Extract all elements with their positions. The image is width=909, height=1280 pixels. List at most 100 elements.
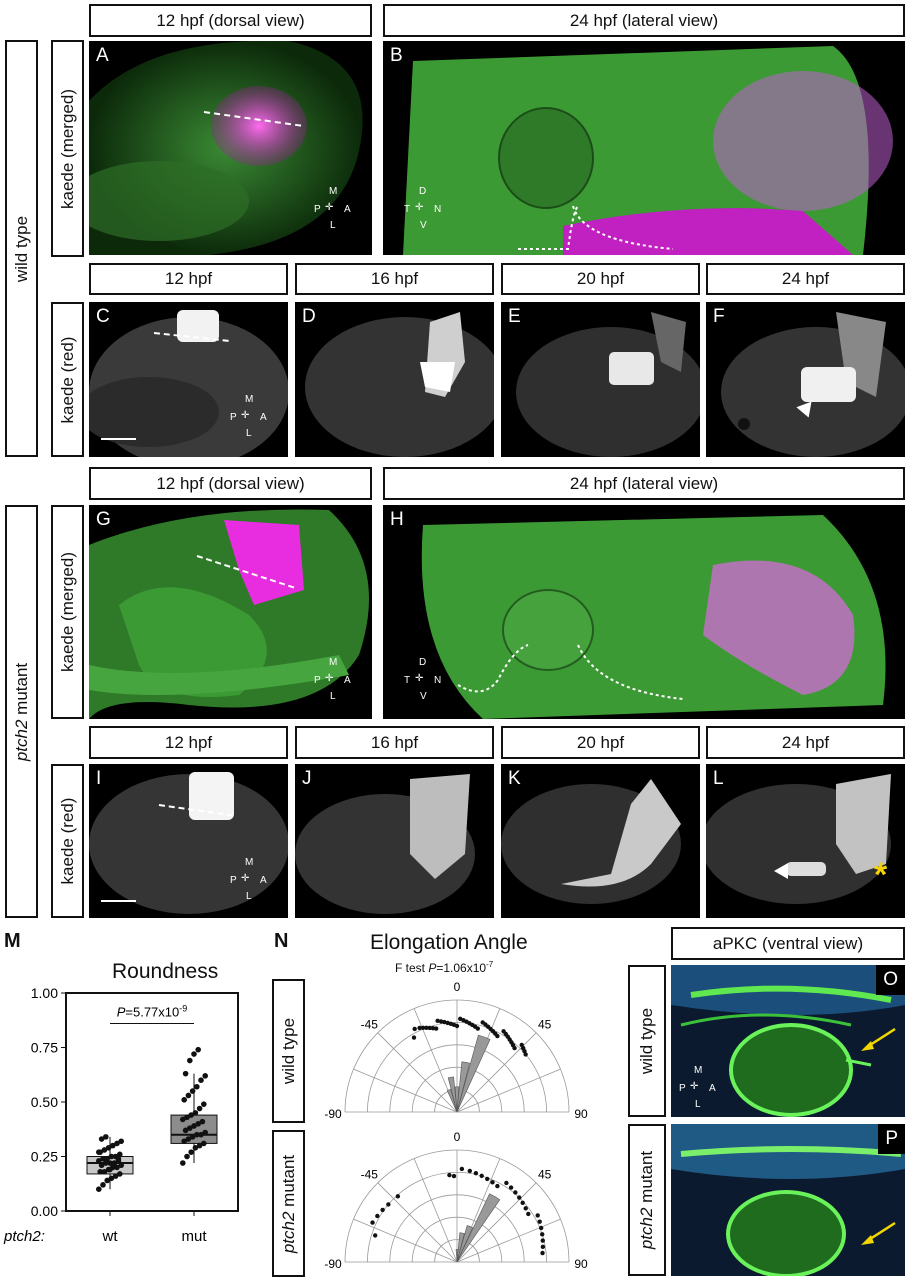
data-point (108, 1153, 115, 1160)
panel-i-image: I M P ✛ A L (89, 764, 288, 918)
data-point (97, 1168, 103, 1175)
angle-point (447, 1172, 452, 1178)
header-24hpf-lateral-wt: 24 hpf (lateral view) (383, 4, 905, 37)
header-20hpf-mut: 20 hpf (501, 726, 700, 759)
panel-letter: A (89, 41, 116, 71)
compass-dorsal: M P ✛ A L (314, 186, 351, 231)
genotype-label: ptch2: (3, 1228, 45, 1245)
data-point (180, 1116, 186, 1123)
ftest-label: F test P=1.06x10-7 (395, 960, 494, 975)
data-point (194, 1083, 200, 1090)
header-24hpf-lateral-mut: 24 hpf (lateral view) (383, 467, 905, 500)
data-point (101, 1147, 108, 1153)
panel-d-image: D (295, 302, 494, 457)
data-point (180, 1160, 186, 1166)
data-point (191, 1051, 197, 1057)
polar-tick-label: 0 (454, 1130, 461, 1144)
histogram-wedge (454, 1086, 460, 1113)
data-point (202, 1073, 208, 1079)
panel-h-image: H D T ✛ N V (383, 505, 905, 719)
data-point (184, 1153, 190, 1160)
angle-point (386, 1202, 391, 1207)
panel-k-image: K (501, 764, 700, 918)
y-tick-label: 1.00 (31, 985, 58, 1001)
arrowhead (774, 863, 788, 879)
header-24hpf-mut: 24 hpf (706, 726, 905, 759)
angle-point (495, 1183, 500, 1189)
data-point (112, 1173, 119, 1179)
data-point (103, 1160, 109, 1166)
angle-point (523, 1206, 528, 1211)
angle-point (427, 1025, 432, 1031)
angle-point (370, 1220, 375, 1225)
header-12hpf-wt: 12 hpf (89, 263, 288, 295)
asterisk-mark: * (874, 856, 888, 894)
x-tick-label: mut (181, 1228, 207, 1245)
angle-point (459, 1166, 465, 1172)
data-point (107, 1166, 113, 1173)
angle-point (454, 1023, 460, 1029)
angle-point (424, 1025, 429, 1031)
data-point (181, 1138, 187, 1145)
polar-tick-label: -45 (361, 1017, 379, 1031)
gene-suffix: mutant (11, 662, 31, 720)
data-point (104, 1177, 110, 1184)
header-24hpf-wt: 24 hpf (706, 263, 905, 295)
panel-j-image: J (295, 764, 494, 918)
data-point (201, 1101, 207, 1107)
panel-letter-m: M (4, 930, 21, 952)
x-tick-label: wt (102, 1228, 119, 1245)
angle-point (485, 1176, 490, 1182)
data-point (196, 1105, 203, 1112)
data-point (117, 1171, 123, 1177)
angle-point (523, 1052, 528, 1057)
angle-point (473, 1170, 479, 1176)
angle-point (520, 1200, 525, 1206)
polar-chart-mut: -90 -45 0 45 90 (324, 1130, 588, 1271)
histogram-wedge (456, 1225, 474, 1263)
data-point (98, 1162, 105, 1169)
data-point (115, 1155, 122, 1162)
data-point (192, 1144, 199, 1151)
panel-p-image: P (671, 1124, 905, 1276)
angle-point (504, 1180, 509, 1186)
row-label-mutant: ptch2 mutant (5, 505, 38, 918)
y-tick-label: 0.25 (31, 1149, 58, 1165)
data-point (104, 1155, 110, 1162)
panel-o-image: O M P ✛ A L (671, 965, 905, 1117)
panel-letter-n: N (274, 930, 289, 952)
angle-point (512, 1045, 517, 1051)
angle-point (535, 1213, 540, 1218)
angle-point (430, 1025, 436, 1031)
data-point (185, 1136, 192, 1142)
y-tick-label: 0.00 (31, 1203, 58, 1219)
data-point (194, 1131, 200, 1138)
data-point (198, 1131, 204, 1138)
angle-point (412, 1026, 417, 1032)
polar-tick-label: -45 (361, 1167, 379, 1181)
data-point (108, 1175, 115, 1182)
polar-spoke (456, 1218, 561, 1263)
polar-spoke (456, 1068, 561, 1113)
data-point (96, 1186, 102, 1192)
polar-tick-label: 0 (454, 980, 461, 994)
side-label-apkc-mut: ptch2 mutant (628, 1124, 666, 1276)
data-point (189, 1134, 196, 1140)
angle-point (540, 1244, 546, 1250)
row-label-mutant-text: ptch2 mutant (12, 662, 32, 760)
histogram-wedge (456, 1193, 501, 1263)
panel-b-image: B D T ✛ N V (383, 41, 905, 255)
header-12hpf-mut: 12 hpf (89, 726, 288, 759)
data-point (117, 1151, 123, 1158)
polar-spoke (413, 1158, 458, 1263)
header-apkc: aPKC (ventral view) (671, 927, 905, 960)
data-point (185, 1092, 192, 1099)
roundness-chart: 1.00 0.75 0.50 0.25 0.00 wt mut P=5.77x10-9 ptch… (3, 985, 239, 1245)
histogram-wedge (456, 1061, 470, 1113)
polar-spoke (377, 1032, 458, 1113)
data-point (110, 1142, 116, 1149)
polar-spoke (377, 1182, 458, 1263)
data-point (184, 1114, 190, 1121)
data-point (182, 1070, 189, 1077)
angle-point (513, 1190, 518, 1195)
